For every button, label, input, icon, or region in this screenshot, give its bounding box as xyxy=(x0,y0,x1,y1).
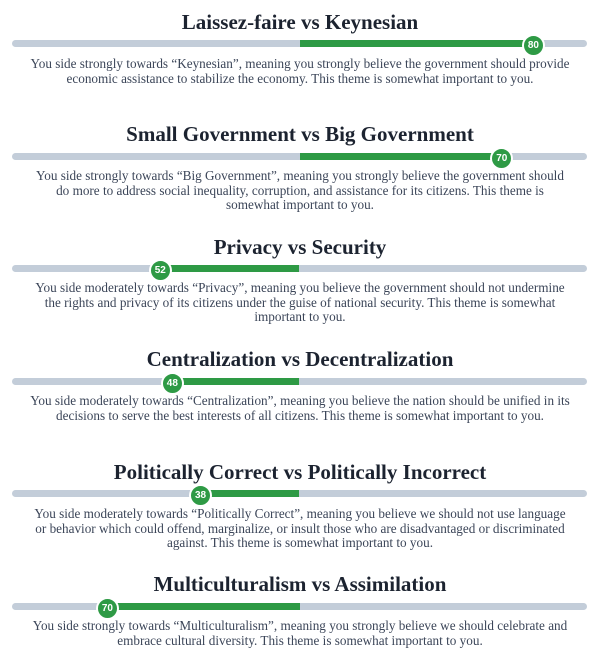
slider-score-badge: 52 xyxy=(148,259,172,282)
theme-title: Multiculturalism vs Assimilation xyxy=(153,572,447,596)
theme-title: Laissez-faire vs Keynesian xyxy=(181,10,419,34)
theme-title: Small Government vs Big Government xyxy=(126,122,474,146)
slider-fill xyxy=(171,378,300,385)
theme-description: You side moderately towards “Politically… xyxy=(34,506,566,550)
theme-slider: 52 xyxy=(12,259,587,282)
theme-slider: 70 xyxy=(12,597,587,620)
theme-privacy-vs-security: Privacy vs Security 52 You side moderate… xyxy=(0,234,600,324)
slider-fill xyxy=(299,40,533,47)
theme-small-government-vs-big-government: Small Government vs Big Government 70 Yo… xyxy=(0,121,600,212)
theme-multiculturalism-vs-assimilation: Multiculturalism vs Assimilation 70 You … xyxy=(0,571,600,647)
theme-slider: 70 xyxy=(12,147,587,170)
theme-title: Politically Correct vs Politically Incor… xyxy=(113,460,487,484)
slider-score-badge: 70 xyxy=(95,597,119,620)
theme-slider: 48 xyxy=(12,372,587,395)
theme-description: You side moderately towards “Centralizat… xyxy=(30,393,570,423)
theme-politically-correct-vs-politically-incorrect: Politically Correct vs Politically Incor… xyxy=(0,459,600,550)
slider-fill xyxy=(159,265,300,272)
slider-fill xyxy=(299,153,502,160)
theme-title: Privacy vs Security xyxy=(213,235,387,259)
theme-laissez-faire-vs-keynesian: Laissez-faire vs Keynesian 80 You side s… xyxy=(0,9,600,85)
theme-title: Centralization vs Decentralization xyxy=(146,347,454,371)
theme-description: You side strongly towards “Multicultural… xyxy=(32,618,568,648)
slider-score-badge: 70 xyxy=(490,147,514,170)
theme-centralization-vs-decentralization: Centralization vs Decentralization 48 Yo… xyxy=(0,346,600,422)
slider-score-badge: 48 xyxy=(160,372,184,395)
theme-description: You side moderately towards “Privacy”, m… xyxy=(35,280,565,324)
slider-score-badge: 38 xyxy=(189,484,213,507)
slider-fill xyxy=(200,490,300,497)
slider-score-badge: 80 xyxy=(521,34,545,57)
theme-slider: 38 xyxy=(12,484,587,507)
theme-slider: 80 xyxy=(12,34,587,57)
slider-fill xyxy=(106,603,300,610)
theme-description: You side strongly towards “Big Governmen… xyxy=(36,168,564,212)
theme-description: You side strongly towards “Keynesian”, m… xyxy=(30,56,570,86)
